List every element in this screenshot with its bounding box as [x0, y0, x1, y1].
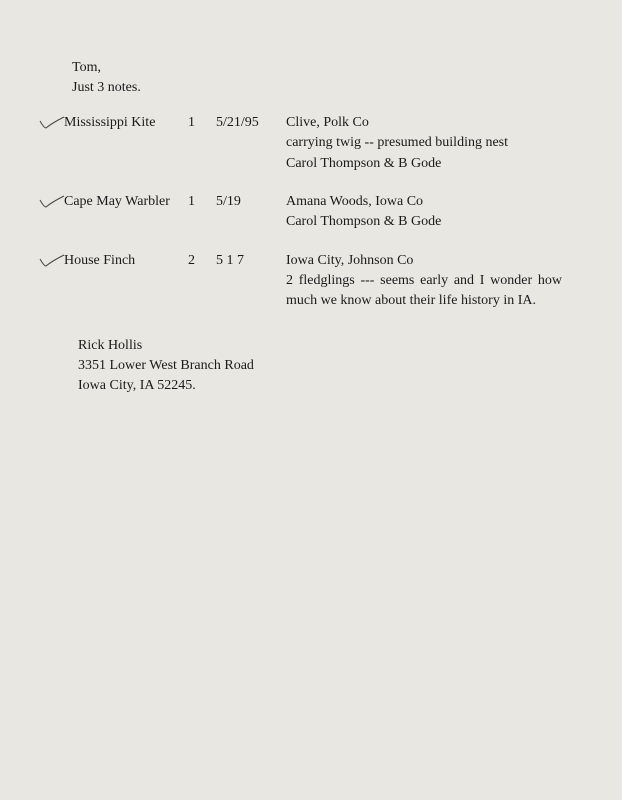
signature-address-1: 3351 Lower West Branch Road	[78, 356, 572, 376]
observation-entry: House Finch 2 5 1 7 Iowa City, Johnson C…	[60, 251, 572, 312]
notes: Amana Woods, Iowa CoCarol Thompson & B G…	[286, 192, 572, 233]
notes: Iowa City, Johnson Co2 fledglings --- se…	[286, 251, 572, 312]
greeting-line-1: Tom,	[72, 58, 572, 78]
species-name: Mississippi Kite	[60, 113, 188, 174]
signature-name: Rick Hollis	[78, 336, 572, 356]
document-page: Tom, Just 3 notes. Mississippi Kite 1 5/…	[0, 0, 622, 800]
date: 5 1 7	[216, 251, 286, 312]
signature-address-2: Iowa City, IA 52245.	[78, 376, 572, 396]
count: 1	[188, 192, 216, 233]
date: 5/21/95	[216, 113, 286, 174]
greeting-block: Tom, Just 3 notes.	[72, 58, 572, 97]
date: 5/19	[216, 192, 286, 233]
greeting-line-2: Just 3 notes.	[72, 78, 572, 98]
checkmark-icon	[38, 253, 66, 276]
species-name: Cape May Warbler	[60, 192, 188, 233]
checkmark-icon	[38, 115, 66, 138]
count: 2	[188, 251, 216, 312]
species-name: House Finch	[60, 251, 188, 312]
observation-entry: Mississippi Kite 1 5/21/95 Clive, Polk C…	[60, 113, 572, 174]
count: 1	[188, 113, 216, 174]
observation-entry: Cape May Warbler 1 5/19 Amana Woods, Iow…	[60, 192, 572, 233]
checkmark-icon	[38, 194, 66, 217]
notes: Clive, Polk Cocarrying twig -- presumed …	[286, 113, 572, 174]
signature-block: Rick Hollis 3351 Lower West Branch Road …	[78, 336, 572, 397]
